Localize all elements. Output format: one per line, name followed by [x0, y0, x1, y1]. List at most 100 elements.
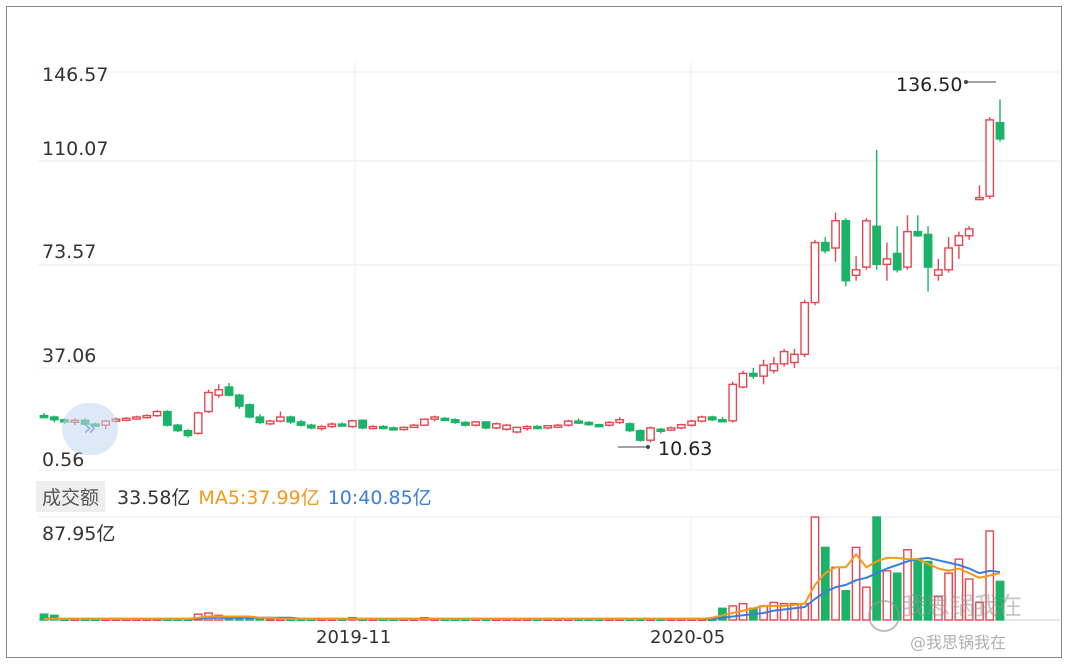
volume-bar-down: [820, 546, 830, 621]
candle-down: [820, 241, 830, 252]
candle-up: [265, 420, 275, 425]
candle-up: [491, 423, 501, 429]
x-tick-label: 2020-05: [650, 627, 725, 648]
volume-max-label: 87.95亿: [42, 523, 115, 545]
candle-down: [306, 424, 316, 429]
double-chevron-right-icon[interactable]: »: [62, 403, 118, 455]
candle-down: [481, 421, 491, 429]
candle-up: [954, 235, 964, 246]
y-tick-label: 37.06: [42, 345, 96, 367]
candle-down: [49, 416, 59, 421]
grid: [38, 62, 1060, 621]
volume-bar-down: [923, 560, 933, 621]
wechat-icon: [868, 600, 900, 632]
candle-up: [399, 426, 409, 431]
candle-up: [512, 426, 522, 433]
candle-up: [563, 420, 573, 426]
candle-down: [625, 423, 635, 432]
candle-up: [697, 416, 707, 422]
candle-up: [861, 220, 871, 268]
candle-down: [39, 414, 49, 419]
volume-bar-up: [933, 595, 943, 621]
candle-up: [769, 363, 779, 372]
candle-down: [286, 416, 296, 423]
candle-down: [574, 420, 583, 424]
candle-down: [440, 417, 450, 422]
candle-down: [594, 423, 604, 428]
candle-up: [502, 424, 511, 430]
volume-label: 成交额: [36, 480, 106, 512]
candle-up: [882, 258, 892, 266]
candle-down: [656, 428, 666, 432]
volume-bar-up: [964, 578, 974, 621]
candle-up: [831, 220, 840, 249]
candle-up: [903, 230, 912, 268]
candle-down: [337, 423, 347, 427]
candle-up: [779, 350, 789, 365]
candle-down: [841, 220, 851, 282]
candle-up: [471, 421, 481, 426]
candle-down: [461, 421, 470, 426]
y-tick-label: 146.57: [42, 64, 108, 86]
high-leader-dot: [964, 80, 968, 84]
candle-up: [975, 196, 984, 201]
candle-down: [450, 419, 460, 424]
candle-up: [409, 424, 419, 429]
volume-bar-down: [841, 590, 851, 621]
candle-up: [933, 269, 943, 276]
candle-up: [193, 412, 203, 435]
candle-down: [913, 230, 923, 237]
volume-ma5: MA5:37.99亿: [198, 486, 320, 509]
candle-up: [522, 425, 532, 430]
volume-ma10: 10:40.85亿: [327, 486, 432, 509]
volume-bar-up: [831, 566, 840, 621]
volume-bar-up: [944, 572, 954, 621]
y-tick-label: 73.57: [42, 241, 96, 263]
candle-up: [142, 414, 152, 419]
candle-up: [676, 423, 686, 429]
candle-down: [995, 121, 1005, 140]
candle-up: [132, 416, 141, 420]
candle-up: [368, 425, 378, 430]
candle-down: [378, 425, 388, 430]
candle-down: [872, 225, 882, 266]
candle-up: [604, 421, 614, 426]
candle-down: [635, 429, 645, 441]
volume-bar-down: [49, 614, 59, 621]
volume-bar-down: [39, 613, 49, 621]
candle-up: [327, 423, 337, 428]
candle-down: [389, 427, 398, 431]
low-leader-dot: [646, 445, 650, 449]
candle-up: [687, 420, 697, 426]
candle-up: [851, 269, 861, 276]
candle-down: [162, 410, 172, 426]
axis-labels: 146.57 110.07 73.57 37.06 0.56 87.95亿 20…: [42, 64, 962, 648]
candle-up: [646, 427, 655, 441]
candle-up: [317, 425, 326, 430]
candle-up: [276, 416, 285, 422]
volume-bar-up: [954, 558, 964, 621]
candle-up: [553, 424, 563, 428]
volume-bar-up: [265, 618, 275, 622]
candle-up: [543, 425, 553, 429]
candle-up: [944, 247, 954, 271]
candle-up: [800, 301, 810, 356]
volume-bar-up: [790, 602, 799, 621]
candle-down: [892, 252, 902, 271]
x-tick-label: 2019-11: [316, 627, 391, 648]
candle-down: [224, 386, 234, 396]
y-tick-label: 110.07: [42, 138, 108, 160]
candle-up: [615, 419, 625, 424]
chart-frame: [6, 6, 1062, 658]
volume-bar-up: [779, 602, 789, 621]
watermark: 我思锅我在: [902, 592, 1022, 620]
volume-ma5-line: [44, 552, 1001, 620]
candle-down: [358, 419, 368, 429]
candle-down: [707, 416, 717, 421]
candle-up: [985, 119, 995, 197]
candle-down: [183, 429, 193, 437]
volume-bar-up: [851, 546, 861, 621]
volume-bar-up: [975, 601, 984, 621]
volume-bars: [39, 516, 1005, 622]
volume-ma-lines: [44, 552, 1001, 620]
